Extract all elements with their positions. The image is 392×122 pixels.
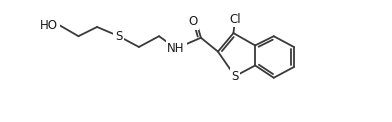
Text: S: S (231, 70, 239, 83)
Text: HO: HO (40, 19, 58, 32)
Text: S: S (115, 30, 122, 43)
Text: O: O (189, 15, 198, 28)
Text: NH: NH (167, 42, 185, 55)
Text: Cl: Cl (229, 13, 241, 26)
